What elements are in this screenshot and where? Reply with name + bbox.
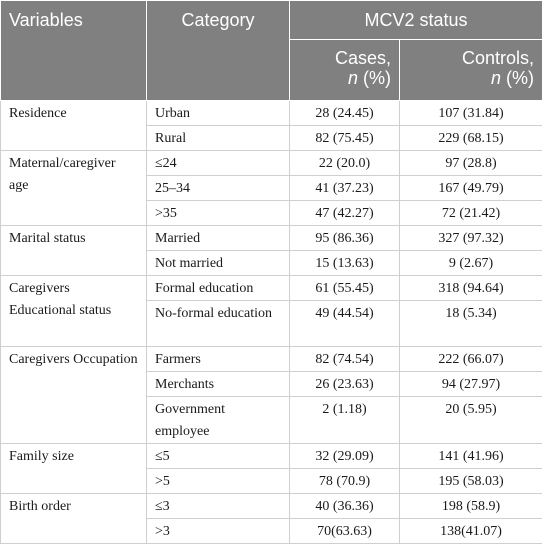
cases-cell: 82 (75.45) xyxy=(290,126,400,151)
controls-cell: 198 (58.9) xyxy=(400,494,542,519)
controls-cell: 141 (41.96) xyxy=(400,444,542,469)
category-cell: Farmers xyxy=(147,347,290,372)
category-cell: ≤24 xyxy=(147,151,290,176)
variable-cell: Caregivers Educational status xyxy=(1,276,147,347)
header-variables: Variables xyxy=(1,1,147,101)
cases-cell: 15 (13.63) xyxy=(290,251,400,276)
header-category: Category xyxy=(147,1,290,101)
category-cell: 25–34 xyxy=(147,176,290,201)
controls-cell: 18 (5.34) xyxy=(400,301,542,347)
variable-cell: Maternal/caregiver age xyxy=(1,151,147,226)
header-cases-n: n xyxy=(348,68,358,88)
category-cell: Married xyxy=(147,226,290,251)
header-mcv2-status: MCV2 status xyxy=(290,1,542,40)
cases-cell: 95 (86.36) xyxy=(290,226,400,251)
variable-cell: Family size xyxy=(1,444,147,494)
cases-cell: 47 (42.27) xyxy=(290,201,400,226)
category-cell: >3 xyxy=(147,519,290,544)
controls-cell: 167 (49.79) xyxy=(400,176,542,201)
controls-cell: 222 (66.07) xyxy=(400,347,542,372)
controls-cell: 138(41.07) xyxy=(400,519,542,544)
cases-cell: 40 (36.36) xyxy=(290,494,400,519)
table-header: Variables Category MCV2 status Cases, n … xyxy=(1,1,542,101)
category-cell: >35 xyxy=(147,201,290,226)
header-controls-pct: (%) xyxy=(506,68,534,88)
category-cell: Rural xyxy=(147,126,290,151)
header-controls-n: n xyxy=(491,68,501,88)
cases-cell: 26 (23.63) xyxy=(290,372,400,397)
cases-cell: 49 (44.54) xyxy=(290,301,400,347)
header-cases-label: Cases, xyxy=(335,48,391,68)
controls-cell: 20 (5.95) xyxy=(400,397,542,444)
controls-cell: 9 (2.67) xyxy=(400,251,542,276)
controls-cell: 72 (21.42) xyxy=(400,201,542,226)
cases-cell: 32 (29.09) xyxy=(290,444,400,469)
cases-cell: 70(63.63) xyxy=(290,519,400,544)
cases-cell: 41 (37.23) xyxy=(290,176,400,201)
controls-cell: 97 (28.8) xyxy=(400,151,542,176)
controls-cell: 229 (68.15) xyxy=(400,126,542,151)
category-cell: Not married xyxy=(147,251,290,276)
variable-cell: Birth order xyxy=(1,494,147,544)
category-cell: Urban xyxy=(147,101,290,126)
controls-cell: 327 (97.32) xyxy=(400,226,542,251)
cases-cell: 22 (20.0) xyxy=(290,151,400,176)
category-cell: ≤3 xyxy=(147,494,290,519)
header-controls-label: Controls, xyxy=(462,48,534,68)
header-controls: Controls, n (%) xyxy=(400,40,542,101)
cases-cell: 2 (1.18) xyxy=(290,397,400,444)
controls-cell: 318 (94.64) xyxy=(400,276,542,301)
variable-cell: Marital status xyxy=(1,226,147,276)
category-cell: >5 xyxy=(147,469,290,494)
category-cell: Merchants xyxy=(147,372,290,397)
cases-cell: 61 (55.45) xyxy=(290,276,400,301)
cases-cell: 78 (70.9) xyxy=(290,469,400,494)
category-cell: ≤5 xyxy=(147,444,290,469)
header-cases: Cases, n (%) xyxy=(290,40,400,101)
variable-cell: Residence xyxy=(1,101,147,151)
variable-cell: Caregivers Occupation xyxy=(1,347,147,444)
controls-cell: 195 (58.03) xyxy=(400,469,542,494)
category-cell: Formal education xyxy=(147,276,290,301)
controls-cell: 107 (31.84) xyxy=(400,101,542,126)
header-cases-pct: (%) xyxy=(363,68,391,88)
cases-cell: 28 (24.45) xyxy=(290,101,400,126)
category-cell: Government employee xyxy=(147,397,290,444)
controls-cell: 94 (27.97) xyxy=(400,372,542,397)
category-cell: No-formal education xyxy=(147,301,290,347)
cases-cell: 82 (74.54) xyxy=(290,347,400,372)
